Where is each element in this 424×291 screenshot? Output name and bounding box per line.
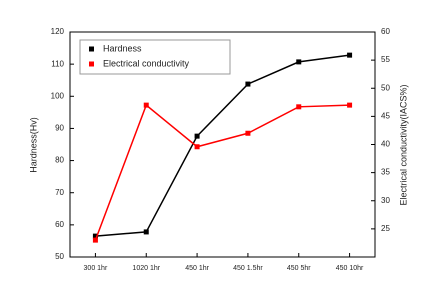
data-point xyxy=(92,233,98,239)
y2-axis-label: Electrical conductivity(IACS%) xyxy=(398,84,408,205)
data-point xyxy=(194,133,200,139)
y-axis-label: Hardness(Hv) xyxy=(28,117,38,173)
y2-tick-label: 60 xyxy=(381,27,390,36)
y-tick-label: 100 xyxy=(51,91,65,100)
data-point xyxy=(296,59,302,65)
series-line xyxy=(94,103,350,241)
y2-tick-label: 30 xyxy=(381,196,390,205)
y-tick-label: 80 xyxy=(55,156,64,165)
y-tick-label: 70 xyxy=(55,188,64,197)
x-tick-label: 300 1hr xyxy=(84,265,108,272)
data-point xyxy=(143,229,149,235)
x-tick-label: 450 5hr xyxy=(287,265,311,272)
data-point xyxy=(245,81,251,87)
y2-tick-label: 35 xyxy=(381,168,390,177)
y-tick-label: 50 xyxy=(55,252,64,261)
y-tick-label: 60 xyxy=(55,220,64,229)
y-tick-label: 120 xyxy=(51,27,65,36)
y2-tick-label: 50 xyxy=(381,83,390,92)
x-tick-label: 450 1hr xyxy=(185,265,209,272)
data-point xyxy=(347,102,353,108)
data-point xyxy=(296,104,302,110)
data-point xyxy=(245,130,251,136)
data-point xyxy=(194,144,200,150)
y-tick-label: 90 xyxy=(55,124,64,133)
series-line xyxy=(95,54,350,237)
legend-label: Hardness xyxy=(103,43,142,53)
y2-tick-label: 40 xyxy=(381,140,390,149)
y2-tick-label: 25 xyxy=(381,224,390,233)
data-point xyxy=(347,52,353,58)
legend-box xyxy=(79,39,231,75)
x-tick-label: 450 1.5hr xyxy=(233,265,263,272)
x-tick-label: 450 10hr xyxy=(336,265,364,272)
legend-marker xyxy=(89,46,94,52)
legend-marker xyxy=(89,61,94,67)
y-tick-label: 110 xyxy=(51,59,64,68)
y2-tick-label: 55 xyxy=(381,55,390,64)
data-point xyxy=(92,237,98,243)
legend-label: Electrical conductivity xyxy=(103,58,190,68)
x-tick-label: 1020 1hr xyxy=(132,265,160,272)
data-point xyxy=(143,102,149,108)
y2-tick-label: 45 xyxy=(381,111,390,120)
